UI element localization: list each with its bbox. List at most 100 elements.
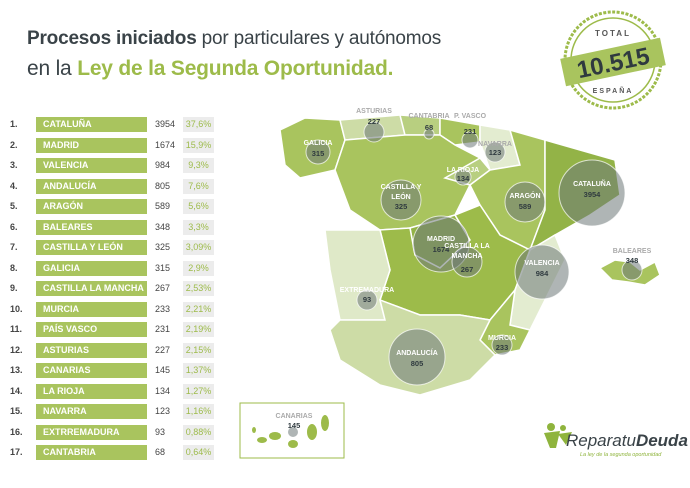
table-row: 14. LA RIOJA 134 1,27%: [10, 383, 214, 399]
region-bar: MADRID: [36, 137, 147, 153]
region-percent: 0,64%: [183, 445, 214, 460]
bubble: [454, 168, 472, 186]
bubble: [380, 179, 422, 221]
bubble: [558, 159, 626, 227]
table-row: 6. BALEARES 348 3,3%: [10, 219, 214, 235]
map-value: 134: [457, 174, 470, 183]
table-row: 13. CANARIAS 145 1,37%: [10, 363, 214, 378]
map-label: ASTURIAS: [356, 108, 392, 115]
region-bar: CANARIAS: [36, 363, 147, 378]
region-percent: 5,6%: [183, 199, 214, 214]
region-bar: VALENCIA: [36, 158, 147, 173]
map-value: 589: [519, 202, 532, 211]
title-rest: por particulares y autónomos: [196, 28, 442, 49]
map-value: 267: [461, 265, 474, 274]
logo-name-b: Deuda: [636, 431, 688, 450]
map-value: 1674: [433, 245, 451, 254]
map-value: 805: [411, 359, 424, 368]
bubble: [288, 427, 298, 437]
map-value: 348: [626, 256, 639, 265]
badge-top: TOTAL: [595, 29, 631, 38]
region-value: 984: [155, 160, 171, 170]
table-row: 4. ANDALUCÍA 805 7,6%: [10, 178, 214, 194]
bubble: [461, 131, 479, 149]
region-bar: CATALUÑA: [36, 117, 147, 132]
bubble: [514, 244, 570, 300]
region-percent: 1,27%: [183, 383, 214, 399]
region-value: 1674: [155, 139, 176, 150]
region-value: 3954: [155, 119, 176, 129]
canarias-label: CANARIAS: [276, 413, 313, 420]
region-percent: 3,09%: [183, 240, 214, 255]
region-percent: 7,6%: [183, 178, 214, 194]
region-bar: CASTILLA Y LEÓN: [36, 240, 147, 255]
rank: 17.: [10, 447, 23, 457]
table-row: 12. ASTURIAS 227 2,15%: [10, 342, 214, 358]
region-bar: CANTABRIA: [36, 445, 147, 460]
table-row: 7. CASTILLA Y LEÓN 325 3,09%: [10, 240, 214, 255]
table-row: 1. CATALUÑA 3954 37,6%: [10, 117, 214, 132]
map-label: P. VASCO: [454, 113, 487, 120]
map-label: VALENCIA: [524, 260, 559, 267]
rank: 8.: [10, 262, 18, 273]
rank: 13.: [10, 365, 23, 375]
region-percent: 1,37%: [183, 363, 214, 378]
region-value: 805: [155, 180, 171, 191]
bubble: [491, 334, 513, 356]
region-value: 134: [155, 385, 171, 396]
table-row: 5. ARAGÓN 589 5,6%: [10, 199, 214, 214]
map-value: 68: [425, 123, 433, 132]
map-label: BALEARES: [613, 248, 652, 255]
region-bar: ANDALUCÍA: [36, 178, 147, 194]
badge-bottom: ESPAÑA: [593, 86, 634, 95]
map-label: CANTABRIA: [408, 113, 449, 120]
rank: 1.: [10, 119, 18, 129]
rank: 12.: [10, 344, 23, 355]
bubble: [621, 259, 643, 281]
region-percent: 2,21%: [183, 301, 214, 317]
bubble: [504, 181, 546, 223]
map-value: 123: [489, 148, 502, 157]
region-percent: 3,3%: [183, 219, 214, 235]
title-pre: en la: [27, 57, 78, 80]
map-label: GALICIA: [304, 140, 333, 147]
rank: 3.: [10, 160, 18, 170]
total-badge: TOTAL 10.515 ESPAÑA: [560, 10, 666, 110]
people-logo-icon: [544, 423, 572, 448]
region-percent: 1,16%: [183, 404, 214, 419]
region-bar: EXTRREMADURA: [36, 424, 147, 440]
table-row: 9. CASTILLA LA MANCHA 267 2,53%: [10, 281, 214, 296]
bubble: [423, 128, 435, 140]
region-value: 231: [155, 324, 171, 334]
map-value: 233: [496, 343, 509, 352]
canarias-inset: [239, 402, 345, 459]
map-value: 3954: [584, 190, 602, 199]
region-value: 348: [155, 221, 171, 232]
region-value: 227: [155, 344, 171, 355]
region-bar: ARAGÓN: [36, 199, 147, 214]
region-value: 233: [155, 303, 171, 314]
table-row: 8. GALICIA 315 2,9%: [10, 260, 214, 276]
table-row: 11. PAÍS VASCO 231 2,19%: [10, 322, 214, 337]
table-row: 10. MURCIA 233 2,21%: [10, 301, 214, 317]
bubble: [363, 121, 385, 143]
svg-text:ReparatuDeuda: ReparatuDeuda: [566, 431, 688, 450]
region-percent: 2,15%: [183, 342, 214, 358]
region-value: 267: [155, 283, 171, 293]
region-bar: GALICIA: [36, 260, 147, 276]
bubble: [484, 141, 506, 163]
title-line-2: en la Ley de la Segunda Oportunidad.: [27, 57, 393, 81]
region-percent: 2,9%: [183, 260, 214, 276]
rank: 6.: [10, 221, 18, 232]
map-label: NAVARRA: [478, 141, 512, 148]
bubble: [356, 289, 378, 311]
map-value: 93: [363, 295, 371, 304]
region-bar: ASTURIAS: [36, 342, 147, 358]
table-row: 2. MADRID 1674 15,9%: [10, 137, 214, 153]
map-value: 315: [312, 149, 325, 158]
rank: 5.: [10, 201, 18, 211]
map-label: CASTILLA LA: [444, 243, 490, 250]
region-extremadura: [324, 229, 391, 321]
region-value: 145: [155, 365, 171, 375]
